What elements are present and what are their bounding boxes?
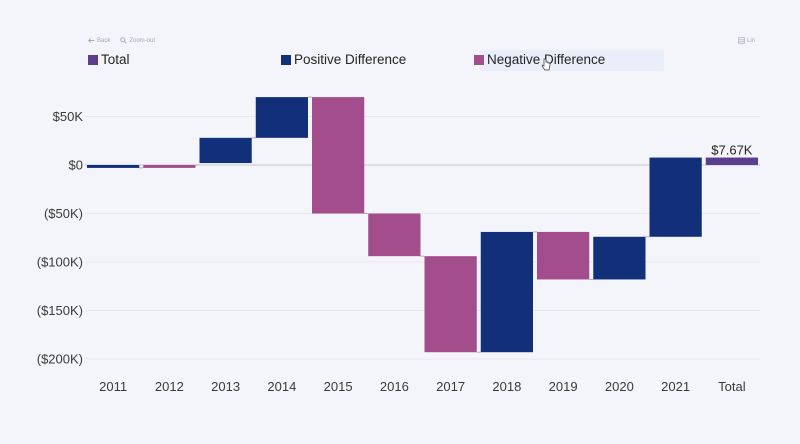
x-tick-label: 2014 <box>267 379 296 394</box>
bar-2021[interactable] <box>649 157 702 237</box>
x-tick-label: 2016 <box>380 379 409 394</box>
x-tick-label: 2012 <box>155 379 184 394</box>
bar-2017[interactable] <box>424 256 477 353</box>
bar-2019[interactable] <box>537 231 590 280</box>
x-tick-label: 2020 <box>605 379 634 394</box>
y-tick-label: $0 <box>69 158 83 173</box>
bar-2015[interactable] <box>312 97 365 214</box>
legend-item-positive[interactable]: Positive Difference <box>281 52 406 67</box>
data-label-total: $7.67K <box>711 143 753 158</box>
legend-label-total: Total <box>101 52 130 67</box>
x-tick-label: 2021 <box>661 379 690 394</box>
scale-toggle[interactable]: Lin <box>738 37 755 44</box>
scale-toggle-label: Lin <box>747 37 756 44</box>
y-tick-label: ($50K) <box>44 206 83 221</box>
bar-2012[interactable] <box>143 165 196 168</box>
x-tick-label: Total <box>718 379 746 394</box>
back-label: Back <box>97 37 111 44</box>
bar-2011[interactable] <box>87 165 140 168</box>
x-tick-label: 2019 <box>549 379 578 394</box>
zoom-out-label: Zoom-out <box>129 37 156 44</box>
legend-label-positive: Positive Difference <box>294 52 407 67</box>
y-tick-label: $50K <box>53 109 84 124</box>
x-tick-label: 2018 <box>492 379 521 394</box>
bar-2016[interactable] <box>368 213 421 257</box>
legend-swatch-negative <box>474 54 484 65</box>
x-tick-label: 2011 <box>99 379 127 394</box>
bar-2014[interactable] <box>255 97 308 138</box>
back-button[interactable]: Back <box>88 37 110 44</box>
x-tick-label: 2013 <box>211 379 240 394</box>
bar-2013[interactable] <box>199 137 252 164</box>
legend-item-total[interactable]: Total <box>88 52 130 67</box>
bar-total[interactable] <box>705 157 758 165</box>
x-tick-label: 2017 <box>436 379 465 394</box>
back-arrow-icon <box>88 38 95 43</box>
legend-swatch-total <box>88 54 98 65</box>
y-tick-label: ($150K) <box>37 303 83 318</box>
scale-icon <box>738 37 745 44</box>
legend-swatch-positive <box>281 54 291 65</box>
bar-2020[interactable] <box>593 236 646 280</box>
y-tick-label: ($200K) <box>37 352 83 367</box>
bar-2018[interactable] <box>480 231 533 353</box>
y-tick-label: ($100K) <box>37 255 83 270</box>
magnifier-icon <box>120 37 127 44</box>
visual-toolbar: Back Zoom-out <box>88 37 155 44</box>
mouse-cursor-icon <box>541 58 551 71</box>
x-tick-label: 2015 <box>324 379 353 394</box>
zoom-out-button[interactable]: Zoom-out <box>120 37 155 44</box>
legend-hover-highlight <box>480 50 664 71</box>
